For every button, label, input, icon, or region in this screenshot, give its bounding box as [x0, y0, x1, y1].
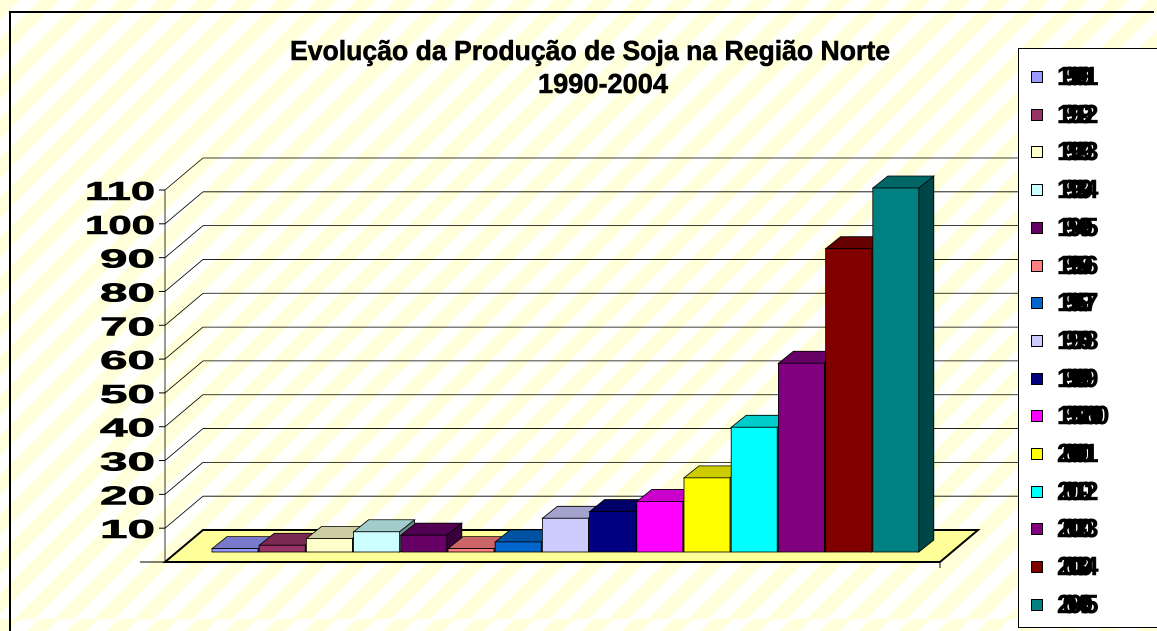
legend-swatch [1031, 448, 1043, 460]
y-tick-label: 90 [100, 244, 155, 274]
gridline-side [164, 157, 204, 191]
bar-front [494, 541, 542, 553]
legend-item: 1993-94 [1029, 174, 1157, 204]
legend-item: 1995-96 [1029, 249, 1157, 280]
legend-label: 1997-98 [1057, 324, 1099, 356]
bar-front [778, 362, 825, 553]
legend-label: 1994-95 [1057, 211, 1099, 243]
legend-item: 2002-03 [1029, 513, 1157, 544]
bar-front [211, 548, 259, 553]
legend-item: 2003-04 [1029, 551, 1157, 581]
gridline-side [164, 428, 204, 461]
legend-label: 1992-93 [1057, 136, 1099, 167]
gridline-side [164, 394, 204, 428]
bar-front [542, 517, 589, 553]
bar [541, 505, 605, 553]
chart-subtitle: 1990-2004 [538, 68, 668, 99]
y-tick-label: 50 [100, 379, 155, 409]
legend-label: 2004-05 [1057, 588, 1099, 620]
bar-front [872, 187, 920, 553]
legend-label: 2003-04 [1057, 551, 1099, 582]
legend-swatch [1031, 146, 1043, 159]
y-tick-label: 10 [100, 514, 155, 544]
legend-swatch [1031, 334, 1043, 347]
bar-front [636, 501, 684, 553]
legend-item: 2001-02 [1029, 475, 1157, 506]
bar-front [730, 426, 778, 553]
legend-swatch [1031, 71, 1043, 83]
gridline-side [164, 259, 204, 292]
bar-front [447, 548, 495, 553]
y-tick-label: 30 [100, 447, 155, 477]
legend-item: 2004-05 [1029, 589, 1157, 619]
legend-swatch [1031, 108, 1043, 121]
y-tick-label: 20 [100, 480, 155, 510]
chart-legend: 1990-91 1991-92 1992-93 1993-94 1994-95 1995-… [1018, 48, 1157, 628]
legend-swatch [1031, 561, 1043, 574]
bar-front [353, 531, 401, 553]
legend-item: 1994-95 [1029, 212, 1157, 242]
legend-swatch [1031, 523, 1043, 536]
legend-label: 1993-94 [1057, 174, 1099, 205]
legend-label: 1996-97 [1057, 287, 1099, 318]
legend-label: 2001-02 [1057, 475, 1099, 506]
legend-swatch [1031, 297, 1043, 310]
legend-label: 2002-03 [1057, 513, 1099, 544]
bar-front [683, 477, 731, 553]
legend-swatch [1031, 410, 1043, 423]
chart-titles: Evolução da Produção de Soja na Região N… [290, 35, 891, 100]
gridline-side [164, 292, 204, 326]
y-tick-label: 110 [85, 176, 155, 206]
y-tick-label: 70 [100, 311, 155, 341]
legend-item: 1990-91 [1029, 61, 1157, 91]
gridline-side [164, 495, 204, 529]
y-tick-label: 80 [100, 277, 155, 307]
bar-front [589, 511, 636, 553]
legend-label: 1991-92 [1057, 98, 1099, 129]
legend-label: 2000-01 [1057, 438, 1099, 469]
legend-item: 1999-2000 [1029, 400, 1157, 431]
legend-item: 1996-97 [1029, 287, 1157, 317]
legend-item: 1998-99 [1029, 362, 1157, 393]
y-tick-label: 40 [100, 413, 155, 443]
bar [871, 175, 935, 553]
bar-front [400, 534, 448, 553]
legend-label: 1999-2000 [1057, 400, 1110, 431]
legend-item: 1997-98 [1029, 325, 1157, 355]
legend-swatch [1031, 184, 1043, 197]
legend-item: 1991-92 [1029, 98, 1157, 129]
bar-front [258, 544, 306, 553]
legend-swatch [1031, 485, 1043, 498]
legend-swatch [1031, 259, 1043, 272]
y-tick-label: 100 [85, 210, 155, 240]
legend-label: 1990-91 [1057, 61, 1099, 92]
legend-swatch [1031, 598, 1043, 611]
legend-label: 1995-96 [1057, 249, 1099, 280]
bar [399, 522, 463, 553]
chart-frame [9, 11, 1154, 631]
bar-front [305, 538, 353, 553]
bar-front [825, 248, 872, 553]
gridline-side [164, 191, 204, 225]
gridline-side [164, 225, 204, 258]
legend-swatch [1031, 221, 1043, 234]
gridline-side [164, 462, 204, 495]
bars [210, 175, 935, 553]
y-tick-label: 60 [100, 345, 155, 375]
legend-swatch [1031, 372, 1043, 385]
chart-title: Evolução da Produção de Soja na Região N… [290, 35, 890, 66]
gridline-side [164, 360, 204, 394]
bar-side [918, 175, 935, 553]
legend-item: 1992-93 [1029, 136, 1157, 167]
legend-label: 1998-99 [1057, 362, 1099, 393]
gridline-side [164, 326, 204, 360]
legend-item: 2000-01 [1029, 438, 1157, 468]
